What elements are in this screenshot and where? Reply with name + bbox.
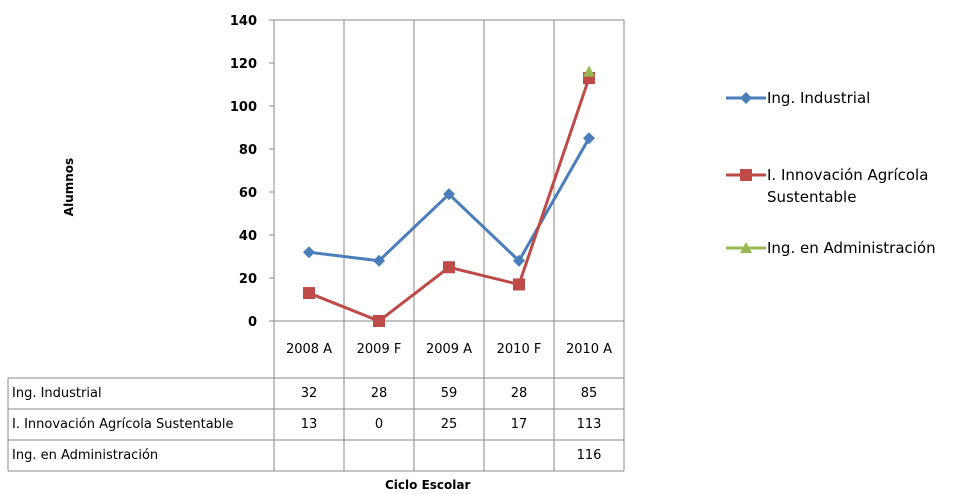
legend-marker <box>740 92 752 104</box>
table-value: 32 <box>300 386 318 401</box>
table-value: 28 <box>370 386 388 401</box>
marker <box>583 65 595 77</box>
table-value: 116 <box>576 448 602 463</box>
marker <box>443 188 455 201</box>
marker <box>373 254 385 267</box>
table-value: 113 <box>576 417 602 432</box>
x-tick-label: 2010 F <box>496 341 542 357</box>
y-tick-label: 140 <box>230 14 257 29</box>
y-axis-title: Alumnos <box>62 157 77 217</box>
table-value: 85 <box>580 386 598 401</box>
legend-label: Ing. Industrial <box>767 89 871 107</box>
table-value: 0 <box>374 417 384 432</box>
y-tick-label: 40 <box>239 229 257 244</box>
table-value: 59 <box>440 386 458 401</box>
y-tick-label: 0 <box>248 315 257 330</box>
y-tick-label: 80 <box>239 143 257 158</box>
legend-label: Ing. en Administración <box>767 239 936 257</box>
y-tick-label: 100 <box>230 100 257 115</box>
y-tick-label: 120 <box>230 57 257 72</box>
marker <box>513 254 525 267</box>
table-value: 25 <box>440 417 458 432</box>
legend-label: I. Innovación Agrícola Sustentable <box>767 166 929 206</box>
x-axis-title: Ciclo Escolar <box>385 478 471 492</box>
marker <box>303 287 315 300</box>
y-tick-label: 60 <box>239 186 257 201</box>
table-row-name: Ing. en Administración <box>12 448 159 463</box>
table-value: 17 <box>510 417 528 432</box>
marker <box>373 315 385 327</box>
legend-marker <box>740 169 752 181</box>
table-row-name: Ing. Industrial <box>12 386 102 401</box>
x-tick-label: 2008 A <box>285 341 333 357</box>
marker <box>513 278 525 291</box>
table-value: 13 <box>300 417 318 432</box>
plot-border <box>273 19 625 322</box>
marker <box>303 246 315 259</box>
x-tick-label: 2009 A <box>425 341 473 357</box>
x-tick-label: 2009 F <box>356 341 402 357</box>
marker <box>443 261 455 274</box>
table-value: 28 <box>510 386 528 401</box>
y-tick-label: 20 <box>239 272 257 287</box>
legend-marker <box>740 242 752 253</box>
table-row-name: I. Innovación Agrícola Sustentable <box>12 417 234 432</box>
x-tick-label: 2010 A <box>565 341 613 357</box>
marker <box>583 132 595 145</box>
